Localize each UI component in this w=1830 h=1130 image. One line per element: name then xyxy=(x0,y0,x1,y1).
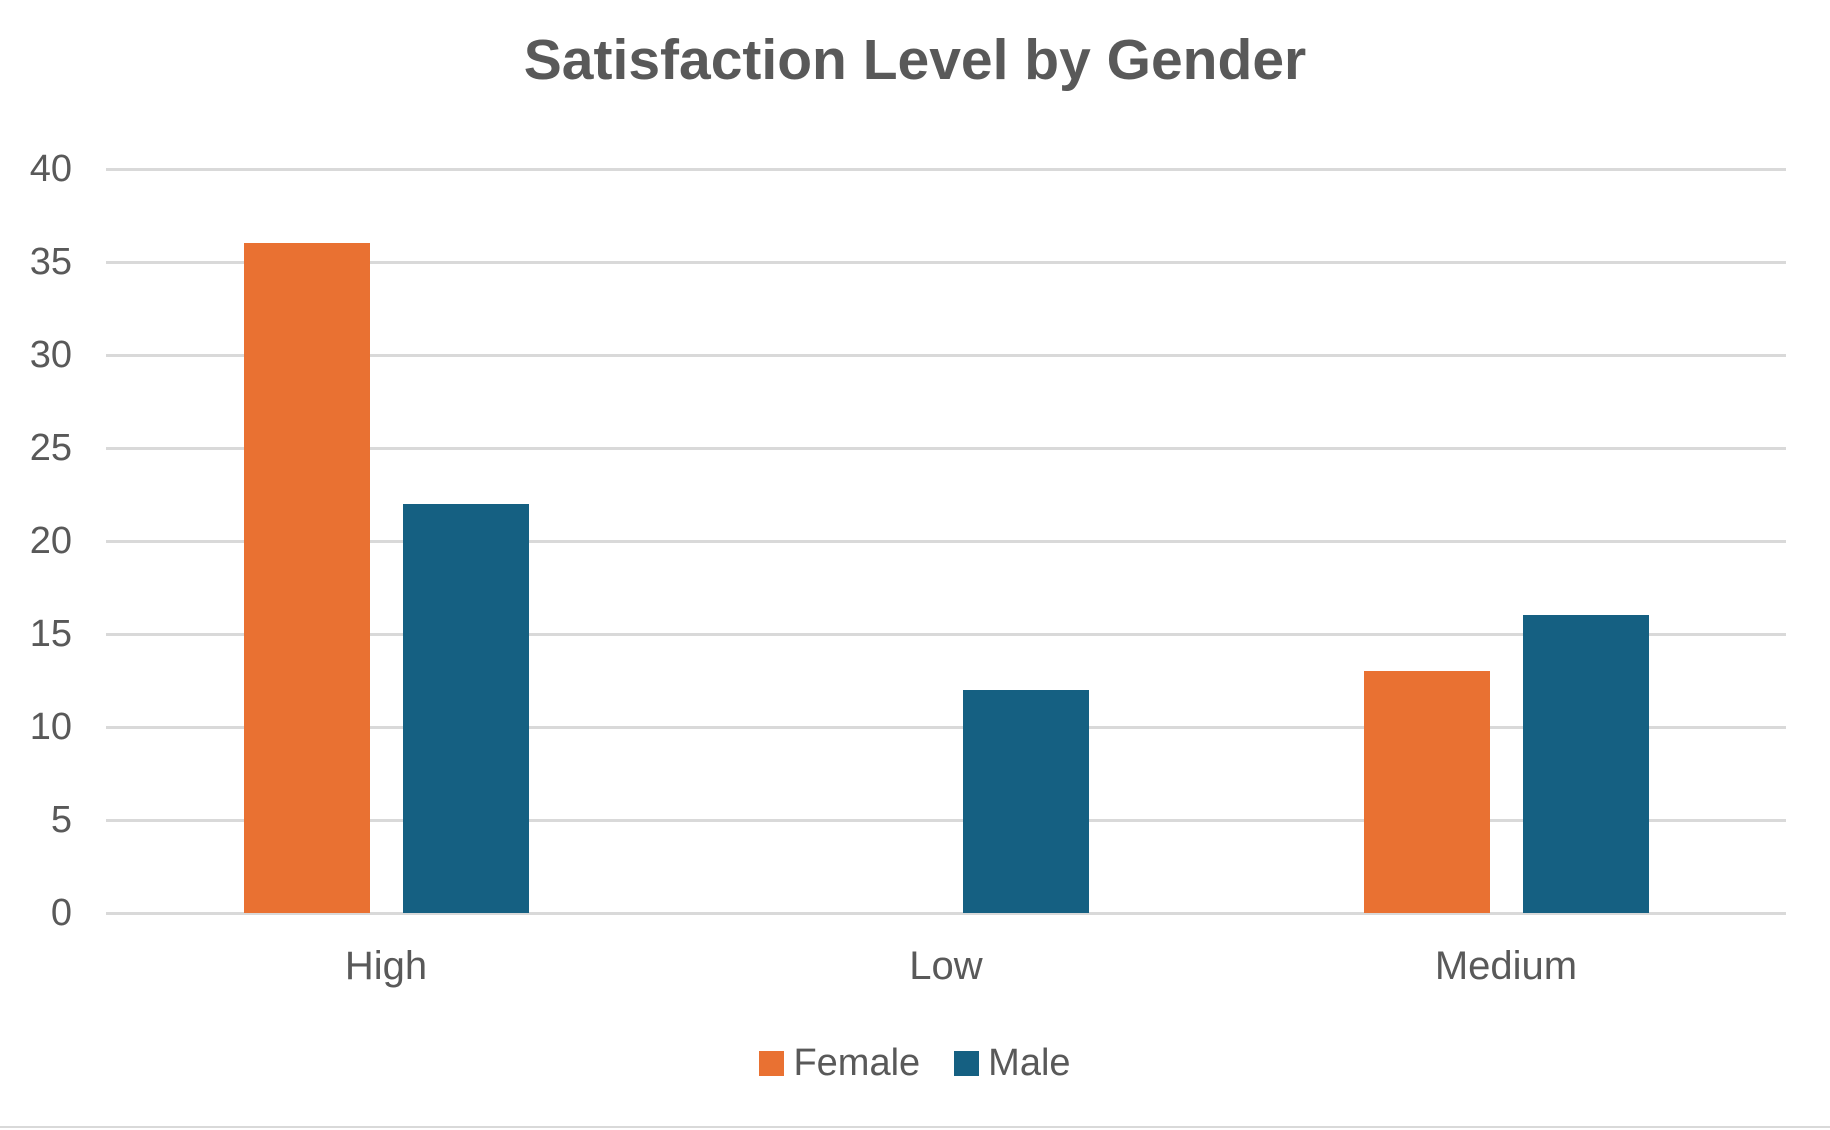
x-axis-label-high: High xyxy=(344,944,428,988)
legend-swatch-male xyxy=(954,1050,980,1076)
bar-female-medium xyxy=(1363,671,1490,913)
legend-item-female: Female xyxy=(759,1044,920,1082)
legend-swatch-female xyxy=(759,1050,785,1076)
y-axis-label-10: 10 xyxy=(29,706,72,748)
gridline-30 xyxy=(106,353,1786,357)
x-axis-label-medium: Medium xyxy=(1434,944,1578,988)
gridline-0 xyxy=(106,911,1786,915)
gridline-5 xyxy=(106,818,1786,822)
x-axis-label-low: Low xyxy=(909,944,983,988)
legend-item-male: Male xyxy=(954,1042,1071,1084)
y-axis-label-5: 5 xyxy=(50,799,72,841)
y-axis-label-20: 20 xyxy=(29,520,72,562)
bar-male-medium xyxy=(1522,615,1649,913)
plot-area xyxy=(106,167,1786,915)
bar-female-high xyxy=(243,243,370,913)
y-axis-label-40: 40 xyxy=(29,148,72,190)
chart-title: Satisfaction Level by Gender xyxy=(523,28,1307,92)
bottom-border-line xyxy=(0,1126,1830,1128)
gridline-40 xyxy=(106,167,1786,171)
gridline-20 xyxy=(106,539,1786,543)
y-axis-label-35: 35 xyxy=(29,241,72,283)
y-axis-label-25: 25 xyxy=(29,427,72,469)
legend-label-male: Male xyxy=(988,1042,1071,1084)
legend: Female Male xyxy=(0,1038,1830,1088)
y-axis-label-0: 0 xyxy=(50,892,72,934)
y-axis-label-15: 15 xyxy=(29,613,72,655)
y-axis: 0 5 10 15 20 25 30 35 40 xyxy=(0,148,72,934)
bar-male-low xyxy=(962,689,1089,913)
gridline-15 xyxy=(106,632,1786,636)
gridline-25 xyxy=(106,446,1786,450)
legend-label-female: Female xyxy=(793,1042,921,1084)
gridline-10 xyxy=(106,725,1786,729)
gridline-35 xyxy=(106,260,1786,264)
x-axis: High Low Medium xyxy=(106,940,1786,992)
y-axis-label-30: 30 xyxy=(29,334,72,376)
bar-male-high xyxy=(402,503,529,913)
